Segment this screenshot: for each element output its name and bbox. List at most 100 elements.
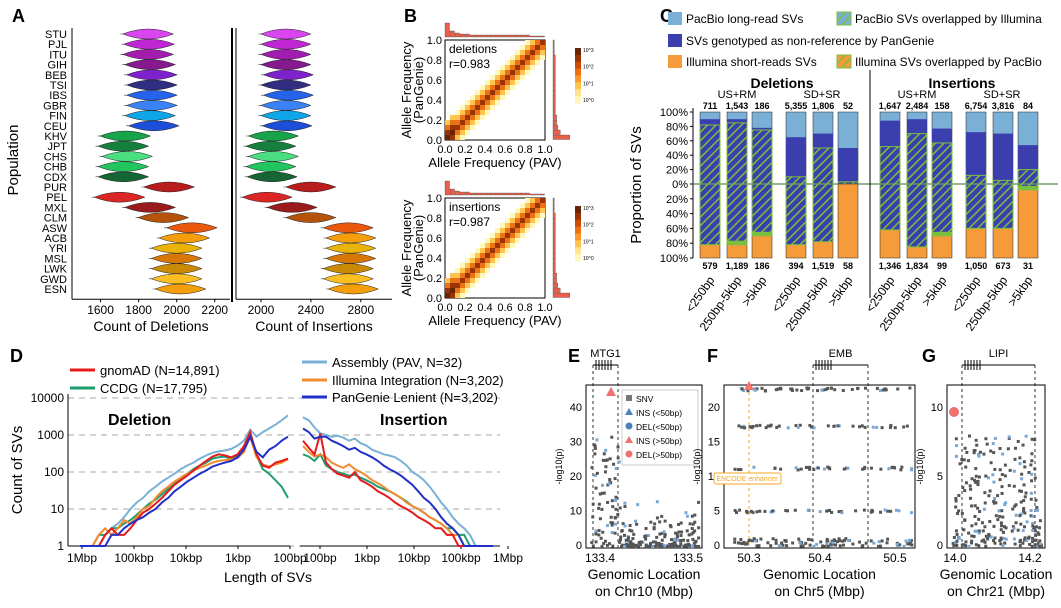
- snv-point: [799, 544, 803, 548]
- snv-point: [779, 467, 783, 471]
- snv-point: [1019, 489, 1023, 493]
- heatmap-cell: [475, 248, 480, 253]
- snv-point: [610, 499, 614, 503]
- heatmap-cell: [460, 110, 465, 115]
- snv-point: [984, 437, 988, 441]
- bar-illumina: [837, 183, 859, 259]
- violin-deletions: [122, 28, 175, 40]
- snv-point: [785, 544, 789, 548]
- snv-point: [1033, 529, 1037, 533]
- snv-point: [655, 500, 659, 504]
- x-tick-label: 1600: [87, 303, 114, 317]
- snv-point: [1025, 538, 1029, 542]
- population-label: CLM: [44, 213, 67, 225]
- snv-point: [649, 520, 653, 524]
- y-tick-label: 10: [570, 506, 582, 518]
- series-pangenie_lenient-insertion: [302, 427, 493, 547]
- heatmap-cell: [460, 273, 465, 278]
- snv-point: [837, 537, 841, 541]
- snv-point: [766, 424, 770, 428]
- heatmap-cell: [530, 50, 535, 55]
- marginal-bar-right: [552, 262, 556, 268]
- panel-letter-B: B: [404, 6, 417, 26]
- snv-point: [826, 386, 830, 390]
- heatmap-cell: [485, 105, 490, 110]
- snv-point: [663, 519, 667, 523]
- snv-point: [910, 543, 914, 547]
- snv-point: [759, 537, 763, 541]
- violin-insertions: [260, 100, 312, 111]
- snv-point: [1031, 536, 1035, 540]
- snv-point: [670, 538, 674, 542]
- panel-letter-E: E: [568, 346, 580, 366]
- marginal-bar-top: [454, 32, 460, 38]
- panel-letter-A: A: [12, 6, 25, 26]
- heatmap-cell: [465, 120, 470, 125]
- y-tick-label: 15: [708, 437, 720, 449]
- snv-point: [744, 542, 748, 546]
- heatmap-cell: [470, 263, 475, 268]
- heatmap-cell: [485, 110, 490, 115]
- snv-point: [889, 509, 893, 513]
- lead-ins-marker: [744, 381, 754, 390]
- heatmap-cell: [505, 80, 510, 85]
- snv-point: [1004, 501, 1008, 505]
- marginal-bar-right: [552, 197, 555, 203]
- snv-point: [609, 515, 613, 519]
- snv-point: [821, 544, 825, 548]
- violin-insertions: [247, 130, 300, 142]
- locus-xlabel: on Chr10 (Mbp): [595, 583, 693, 599]
- snv-point: [628, 524, 632, 528]
- y-tick-label: 20%: [666, 165, 688, 177]
- snv-point: [657, 544, 661, 548]
- snv-point: [993, 541, 997, 545]
- heatmap-cell: [495, 243, 500, 248]
- snv-point: [894, 508, 898, 512]
- snv-point: [598, 517, 602, 521]
- heatmap-cell: [530, 55, 535, 60]
- snv-point: [964, 544, 968, 548]
- heatmap-cell: [515, 80, 520, 85]
- locus-ylabel: -log10(p): [692, 448, 702, 484]
- marginal-bar-right: [552, 124, 558, 130]
- heatmap-cell: [470, 268, 475, 273]
- snv-point: [826, 539, 830, 543]
- violin-insertions: [327, 283, 379, 295]
- marginal-bar-top: [534, 35, 540, 38]
- snv-point: [734, 511, 738, 515]
- heatmap-cell: [470, 120, 475, 125]
- snv-point: [955, 444, 959, 448]
- snv-point: [954, 437, 958, 441]
- snv-point: [823, 544, 827, 548]
- snv-point: [985, 442, 989, 446]
- heatmap-cell: [520, 50, 525, 55]
- panel-d-ylabel: Count of SVs: [9, 426, 26, 514]
- snv-point: [691, 522, 695, 526]
- snv-point: [764, 426, 768, 430]
- snv-point: [989, 535, 993, 539]
- snv-point: [597, 506, 601, 510]
- snv-point: [753, 388, 757, 392]
- snv-point: [668, 524, 672, 528]
- heatmap-cell: [450, 115, 455, 120]
- heatmap-cell: [500, 238, 505, 243]
- snv-point: [739, 538, 743, 542]
- colorbar-segment: [575, 233, 581, 241]
- heatmap-cell: [470, 258, 475, 263]
- heatmap-cell: [485, 253, 490, 258]
- legend-swatch: [836, 11, 852, 26]
- heatmap-cell: [470, 100, 475, 105]
- snv-point: [746, 542, 750, 546]
- heatmap-cell: [465, 110, 470, 115]
- snv-point: [1011, 507, 1015, 511]
- snv-point: [833, 539, 837, 543]
- marginal-bar-top: [459, 191, 465, 196]
- heatmap-cell: [510, 213, 515, 218]
- category-label: >5kbp: [739, 273, 770, 308]
- marginal-bar-right: [552, 282, 558, 288]
- heatmap-cell: [475, 90, 480, 95]
- snv-point: [798, 541, 802, 545]
- colorbar-label: 10^0: [583, 98, 594, 104]
- y-tick-label: 20%: [666, 194, 688, 206]
- panel-a-insertions-xlabel: Count of Insertions: [255, 318, 373, 334]
